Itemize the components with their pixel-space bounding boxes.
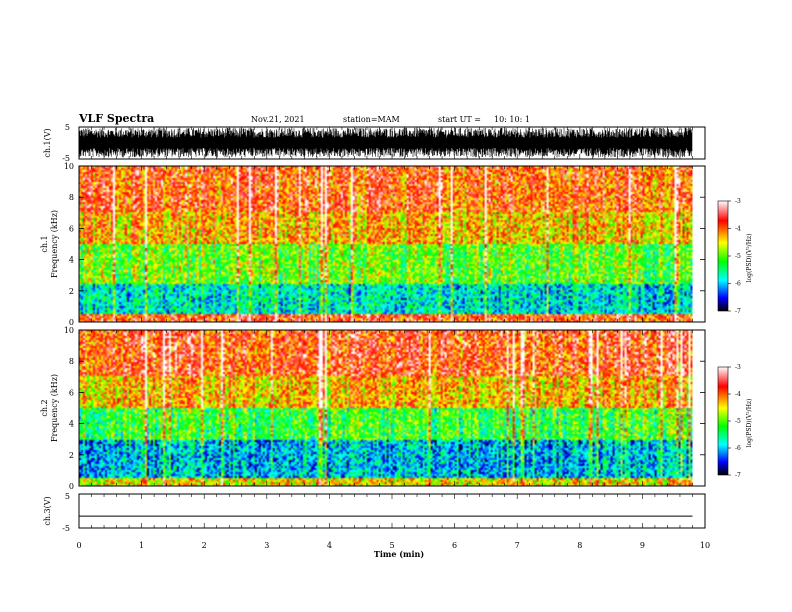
colorbar-ch1-ticks: -3 -4 -5 -6 -7 — [728, 198, 741, 315]
ch2-spectrogram-panel: 0 2 4 6 8 10 ch.2 Frequency (kHz) — [40, 326, 706, 491]
x-tick-label: 6 — [452, 541, 457, 550]
x-tick-label: 4 — [327, 541, 332, 550]
ch3-wave-ytick: 5 — [65, 492, 70, 501]
x-tick-label: 0 — [76, 541, 81, 550]
colorbar-ch2-tick-label: -6 — [735, 445, 741, 452]
colorbar-ch2: -3 -4 -5 -6 -7 log(PSD)(V²/Hz) — [717, 364, 753, 479]
ch2-spec-yticks: 0 2 4 6 8 10 — [64, 326, 705, 491]
ch1-spec-ytick-label: 2 — [69, 287, 74, 296]
ch3-waveform-frame — [78, 493, 706, 529]
ch1-wave-ytick: -5 — [62, 154, 70, 163]
ch1-waveform-trace — [78, 127, 693, 158]
x-tick-label: 10 — [700, 541, 710, 550]
x-axis-label: Time (min) — [374, 549, 424, 559]
ch1-spec-ytick-label: 6 — [69, 224, 74, 233]
x-tick-label: 3 — [264, 541, 269, 550]
x-tick-label: 9 — [640, 541, 645, 550]
colorbar-ch2-tick-label: -7 — [735, 472, 741, 479]
colorbar-ch1: -3 -4 -5 -6 -7 log(PSD)(V²/Hz) — [717, 198, 753, 315]
colorbar-ch1-label: log(PSD)(V²/Hz) — [746, 234, 753, 283]
colorbar-ch1-tick-label: -4 — [735, 226, 741, 233]
colorbar-ch2-ticks: -3 -4 -5 -6 -7 — [728, 364, 741, 479]
header-station: station=MAM — [343, 115, 400, 124]
ch1-waveform-path — [78, 127, 693, 158]
ch2-spec-ylabel: Frequency (kHz) — [50, 374, 59, 442]
ch2-spec-ylabel-top: ch.2 — [40, 399, 49, 416]
ch2-spec-ytick-label: 0 — [69, 482, 74, 491]
ch1-spec-ytick-label: 4 — [69, 256, 74, 265]
ch2-spec-ytick-label: 10 — [64, 326, 74, 335]
header-date: Nov.21, 2021 — [251, 115, 305, 124]
colorbar-ch1-tick-label: -6 — [735, 281, 741, 288]
x-tick-label: 8 — [577, 541, 582, 550]
ch1-waveform-panel: 5 -5 ch.1(V) — [43, 123, 706, 163]
colorbar-ch2-label: log(PSD)(V²/Hz) — [746, 399, 753, 448]
x-tick-label: 2 — [202, 541, 207, 550]
colorbar-ch2-tick-label: -3 — [735, 364, 741, 371]
ch1-spec-yticks: 0 2 4 6 8 10 — [64, 162, 705, 327]
x-tick-label: 1 — [139, 541, 144, 550]
header-start-time: 10: 10: 1 — [494, 115, 530, 124]
x-tick-label: 5 — [389, 541, 394, 550]
ch1-spectrogram-panel: 0 2 4 6 8 10 ch.1 Frequency (kHz) — [40, 162, 706, 327]
colorbar-ch1-tick-label: -7 — [735, 308, 741, 315]
colorbar-ch2-tick-label: -4 — [735, 391, 741, 398]
x-axis: 0 1 2 3 4 5 6 7 8 9 10 — [76, 127, 710, 550]
ch3-wave-ylabel: ch.3(V) — [43, 496, 52, 525]
ch2-spec-ytick-label: 6 — [69, 388, 74, 397]
colorbar-ch1-tick-label: -5 — [735, 253, 741, 260]
figure-title: VLF Spectra — [78, 112, 154, 125]
ch1-wave-ytick: 5 — [65, 123, 70, 132]
ch1-spectrogram-image — [79, 166, 693, 322]
ch1-spec-ytick-label: 0 — [69, 318, 74, 327]
ch1-spec-ylabel-top: ch.1 — [40, 235, 49, 252]
header-start-label: start UT = — [438, 115, 481, 124]
colorbar-ch1-gradient — [717, 200, 729, 312]
ch2-spectrogram-image — [79, 330, 693, 486]
ch1-wave-ylabel: ch.1(V) — [43, 128, 52, 157]
ch2-spec-ytick-label: 2 — [69, 451, 74, 460]
x-tick-label: 7 — [515, 541, 520, 550]
colorbar-ch2-tick-label: -5 — [735, 418, 741, 425]
colorbar-ch2-gradient — [717, 366, 729, 476]
colorbar-ch1-tick-label: -3 — [735, 198, 741, 205]
ch1-spec-ytick-label: 8 — [69, 193, 74, 202]
ch1-spec-ylabel: Frequency (kHz) — [50, 210, 59, 278]
ch2-spec-ytick-label: 4 — [69, 420, 74, 429]
ch3-waveform-panel: 5 -5 ch.3(V) — [43, 492, 706, 533]
ch3-wave-ytick: -5 — [62, 524, 70, 533]
ch2-spec-ytick-label: 8 — [69, 357, 74, 366]
ch1-spec-ytick-label: 10 — [64, 162, 74, 171]
